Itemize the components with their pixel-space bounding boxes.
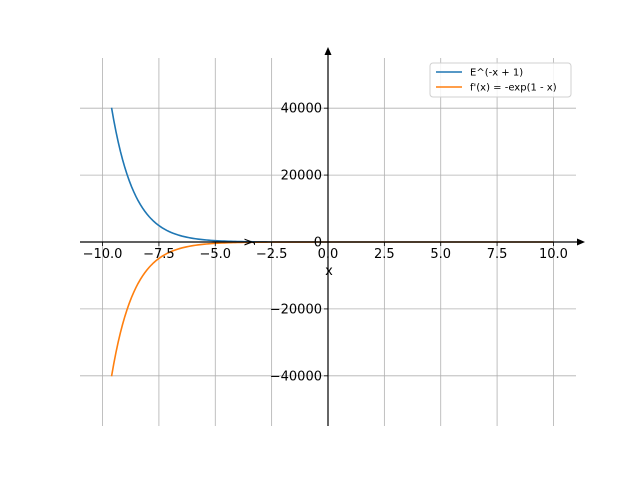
y-tick-label: 40000 <box>281 102 322 117</box>
x-tick-label: −7.5 <box>143 247 175 262</box>
y-axis-arrow <box>324 47 332 55</box>
legend: E^(-x + 1) f'(x) = -exp(1 - x) <box>429 62 572 98</box>
x-tick-label: −10.0 <box>83 247 123 262</box>
x-axis-label: x <box>325 264 333 279</box>
x-tick-label: 7.5 <box>487 247 508 262</box>
legend-label-series-1: E^(-x + 1) <box>470 68 523 79</box>
y-axis-label: y <box>241 238 256 246</box>
y-tick-label: 20000 <box>281 169 322 184</box>
x-axis-arrow <box>577 238 585 246</box>
y-tick-label: 0 <box>314 236 322 251</box>
axes <box>80 47 585 426</box>
y-tick-label: −20000 <box>270 302 322 317</box>
x-tick-label: 2.5 <box>374 247 395 262</box>
x-tick-label: −5.0 <box>199 247 231 262</box>
x-tick-label: 10.0 <box>539 247 568 262</box>
ticks: −10.0 −7.5 −5.0 −2.5 0.0 2.5 5.0 7.5 10.0 −40000 −… <box>83 102 568 385</box>
x-tick-label: 0.0 <box>318 247 339 262</box>
x-tick-label: −2.5 <box>256 247 288 262</box>
y-tick-label: −40000 <box>270 369 322 384</box>
x-tick-label: 5.0 <box>430 247 451 262</box>
legend-box <box>429 62 572 98</box>
legend-label-series-2: f'(x) = -exp(1 - x) <box>470 83 557 94</box>
